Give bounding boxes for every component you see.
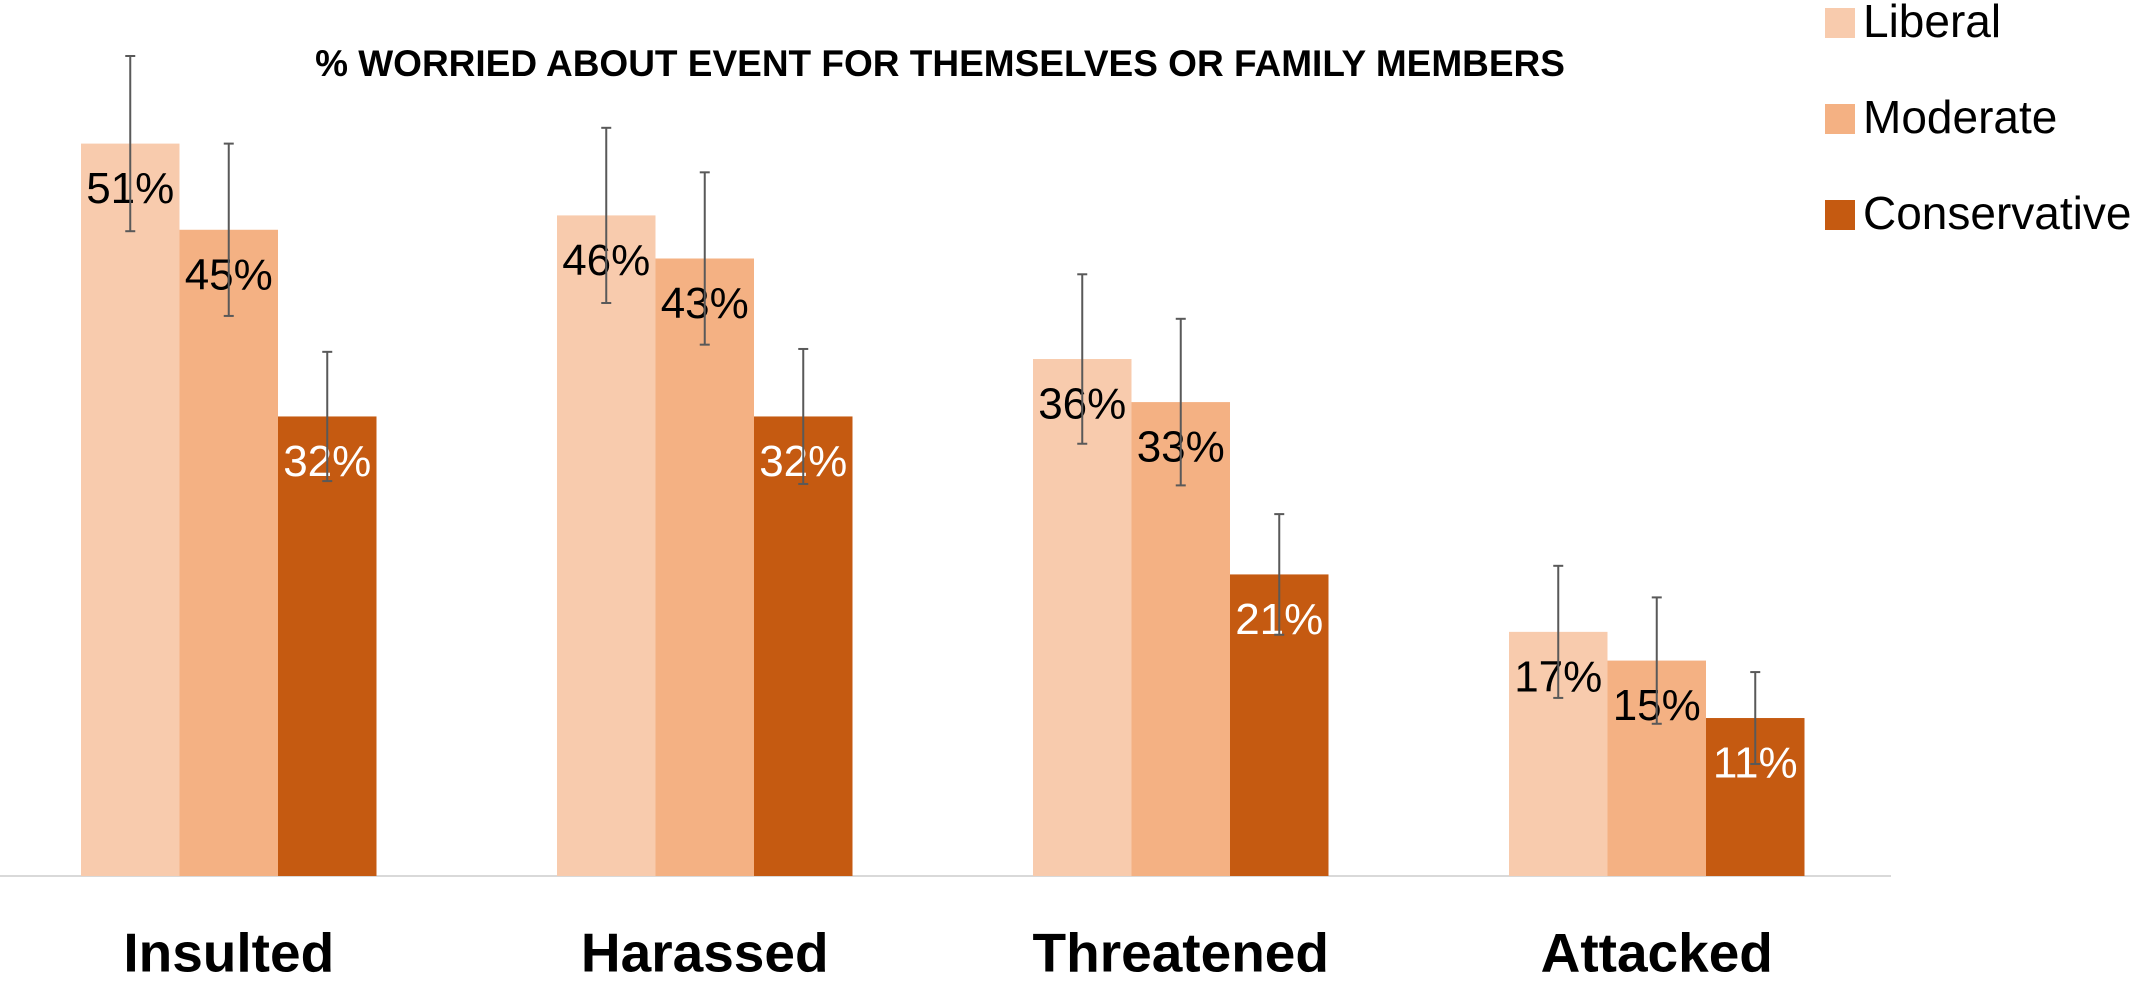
chart-title: % WORRIED ABOUT EVENT FOR THEMSELVES OR … [315,43,1565,84]
x-tick-label: Insulted [123,922,334,984]
legend-swatch [1825,200,1855,230]
bar [754,416,853,876]
legend-label: Conservative [1863,187,2131,239]
bar [557,215,656,876]
x-tick-label: Attacked [1541,922,1773,984]
legend-label: Liberal [1863,0,2001,47]
x-tick-label: Harassed [581,922,829,984]
legend-swatch [1825,104,1855,134]
legend-swatch [1825,8,1855,38]
bar [1033,359,1132,877]
legend-label: Moderate [1863,91,2057,143]
bar [655,258,754,876]
bar [179,229,278,876]
x-tick-label: Threatened [1033,922,1329,984]
bar [81,143,180,876]
bar [278,416,377,876]
